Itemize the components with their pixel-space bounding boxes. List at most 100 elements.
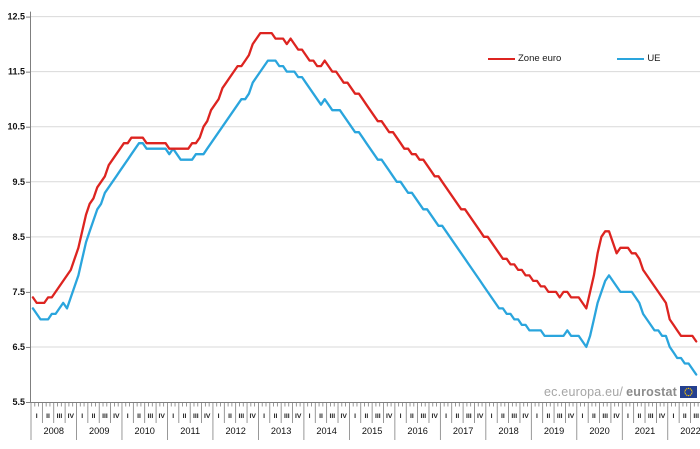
svg-text:I: I	[354, 413, 356, 420]
svg-text:I: I	[172, 413, 174, 420]
chart-legend: Zone euro UE	[488, 53, 661, 64]
svg-text:IV: IV	[431, 413, 438, 420]
svg-text:II: II	[46, 413, 50, 420]
svg-text:III: III	[466, 413, 472, 420]
svg-text:I: I	[400, 413, 402, 420]
svg-text:II: II	[137, 413, 141, 420]
svg-text:I: I	[218, 413, 220, 420]
y-axis-labels: 5.5 6.5 7.5 8.5 9.5 10.5 11.5 12.5	[7, 12, 30, 407]
svg-text:III: III	[284, 413, 290, 420]
series-lines	[31, 31, 698, 376]
svg-text:II: II	[501, 413, 505, 420]
svg-text:III: III	[420, 413, 426, 420]
svg-text:I: I	[491, 413, 493, 420]
svg-text:II: II	[637, 413, 641, 420]
svg-text:5.5: 5.5	[12, 397, 25, 407]
svg-text:IV: IV	[113, 413, 120, 420]
svg-text:III: III	[239, 413, 245, 420]
svg-text:I: I	[81, 413, 83, 420]
svg-text:2019: 2019	[544, 426, 564, 436]
svg-text:2014: 2014	[316, 426, 336, 436]
svg-text:I: I	[127, 413, 129, 420]
svg-text:I: I	[673, 413, 675, 420]
svg-text:I: I	[582, 413, 584, 420]
svg-text:II: II	[683, 413, 687, 420]
svg-text:III: III	[375, 413, 381, 420]
svg-text:2021: 2021	[635, 426, 655, 436]
svg-text:IV: IV	[204, 413, 211, 420]
svg-text:2020: 2020	[589, 426, 609, 436]
svg-text:IV: IV	[568, 413, 575, 420]
quarter-labels: I II III IV I II III IV I II III IV I II III IV I II III IV…	[36, 413, 699, 420]
svg-text:9.5: 9.5	[12, 177, 25, 187]
ue-line	[31, 59, 698, 376]
ue-line-swatch	[617, 57, 645, 60]
svg-text:II: II	[546, 413, 550, 420]
svg-text:III: III	[57, 413, 63, 420]
svg-text:II: II	[456, 413, 460, 420]
svg-text:III: III	[193, 413, 199, 420]
svg-text:2017: 2017	[453, 426, 473, 436]
svg-text:2015: 2015	[362, 426, 382, 436]
svg-text:2022: 2022	[680, 426, 700, 436]
svg-text:2011: 2011	[180, 426, 200, 436]
legend-label-ue: UE	[647, 53, 661, 64]
svg-text:III: III	[511, 413, 517, 420]
year-labels: 2008 2009 2010 2011 2012 2013 2014 2015 2016 2017…	[44, 426, 700, 436]
svg-text:IV: IV	[295, 413, 302, 420]
legend-label-zone-euro: Zone euro	[518, 53, 562, 64]
svg-text:2018: 2018	[498, 426, 518, 436]
svg-text:II: II	[592, 413, 596, 420]
svg-text:I: I	[445, 413, 447, 420]
gridlines	[30, 16, 700, 348]
svg-text:2009: 2009	[89, 426, 109, 436]
svg-text:III: III	[602, 413, 608, 420]
svg-text:IV: IV	[386, 413, 393, 420]
svg-text:II: II	[92, 413, 96, 420]
svg-text:IV: IV	[522, 413, 529, 420]
svg-text:II: II	[319, 413, 323, 420]
svg-text:IV: IV	[250, 413, 257, 420]
svg-text:II: II	[228, 413, 232, 420]
svg-text:8.5: 8.5	[12, 232, 25, 242]
svg-text:12.5: 12.5	[7, 12, 25, 22]
svg-text:II: II	[410, 413, 414, 420]
svg-text:IV: IV	[613, 413, 620, 420]
watermark-url-prefix: ec.europa.eu/	[544, 385, 624, 399]
svg-text:2012: 2012	[225, 426, 245, 436]
svg-text:I: I	[36, 413, 38, 420]
svg-text:I: I	[309, 413, 311, 420]
svg-text:6.5: 6.5	[12, 342, 25, 352]
svg-text:11.5: 11.5	[8, 67, 25, 77]
eu-flag-icon	[680, 386, 697, 398]
svg-text:I: I	[536, 413, 538, 420]
svg-text:III: III	[102, 413, 108, 420]
svg-text:7.5: 7.5	[12, 287, 25, 297]
svg-text:III: III	[557, 413, 563, 420]
x-axis-ticks	[30, 402, 699, 440]
svg-text:II: II	[365, 413, 369, 420]
svg-text:2010: 2010	[134, 426, 154, 436]
zone-euro-line-swatch	[488, 57, 515, 60]
svg-text:IV: IV	[659, 413, 666, 420]
eurostat-watermark: ec.europa.eu/eurostat	[544, 385, 697, 399]
svg-text:IV: IV	[159, 413, 166, 420]
legend-item-zone-euro: Zone euro	[488, 53, 561, 64]
svg-text:2008: 2008	[44, 426, 64, 436]
svg-text:10.5: 10.5	[7, 122, 25, 132]
svg-text:III: III	[648, 413, 654, 420]
svg-text:II: II	[183, 413, 187, 420]
svg-text:IV: IV	[477, 413, 484, 420]
zone-euro-line	[31, 31, 698, 343]
svg-text:I: I	[627, 413, 629, 420]
svg-text:IV: IV	[68, 413, 75, 420]
watermark-brand: eurostat	[626, 385, 677, 399]
svg-text:IV: IV	[340, 413, 347, 420]
axes	[30, 11, 700, 403]
svg-text:III: III	[329, 413, 335, 420]
svg-text:II: II	[274, 413, 278, 420]
svg-text:2016: 2016	[407, 426, 427, 436]
legend-item-ue: UE	[617, 53, 661, 64]
